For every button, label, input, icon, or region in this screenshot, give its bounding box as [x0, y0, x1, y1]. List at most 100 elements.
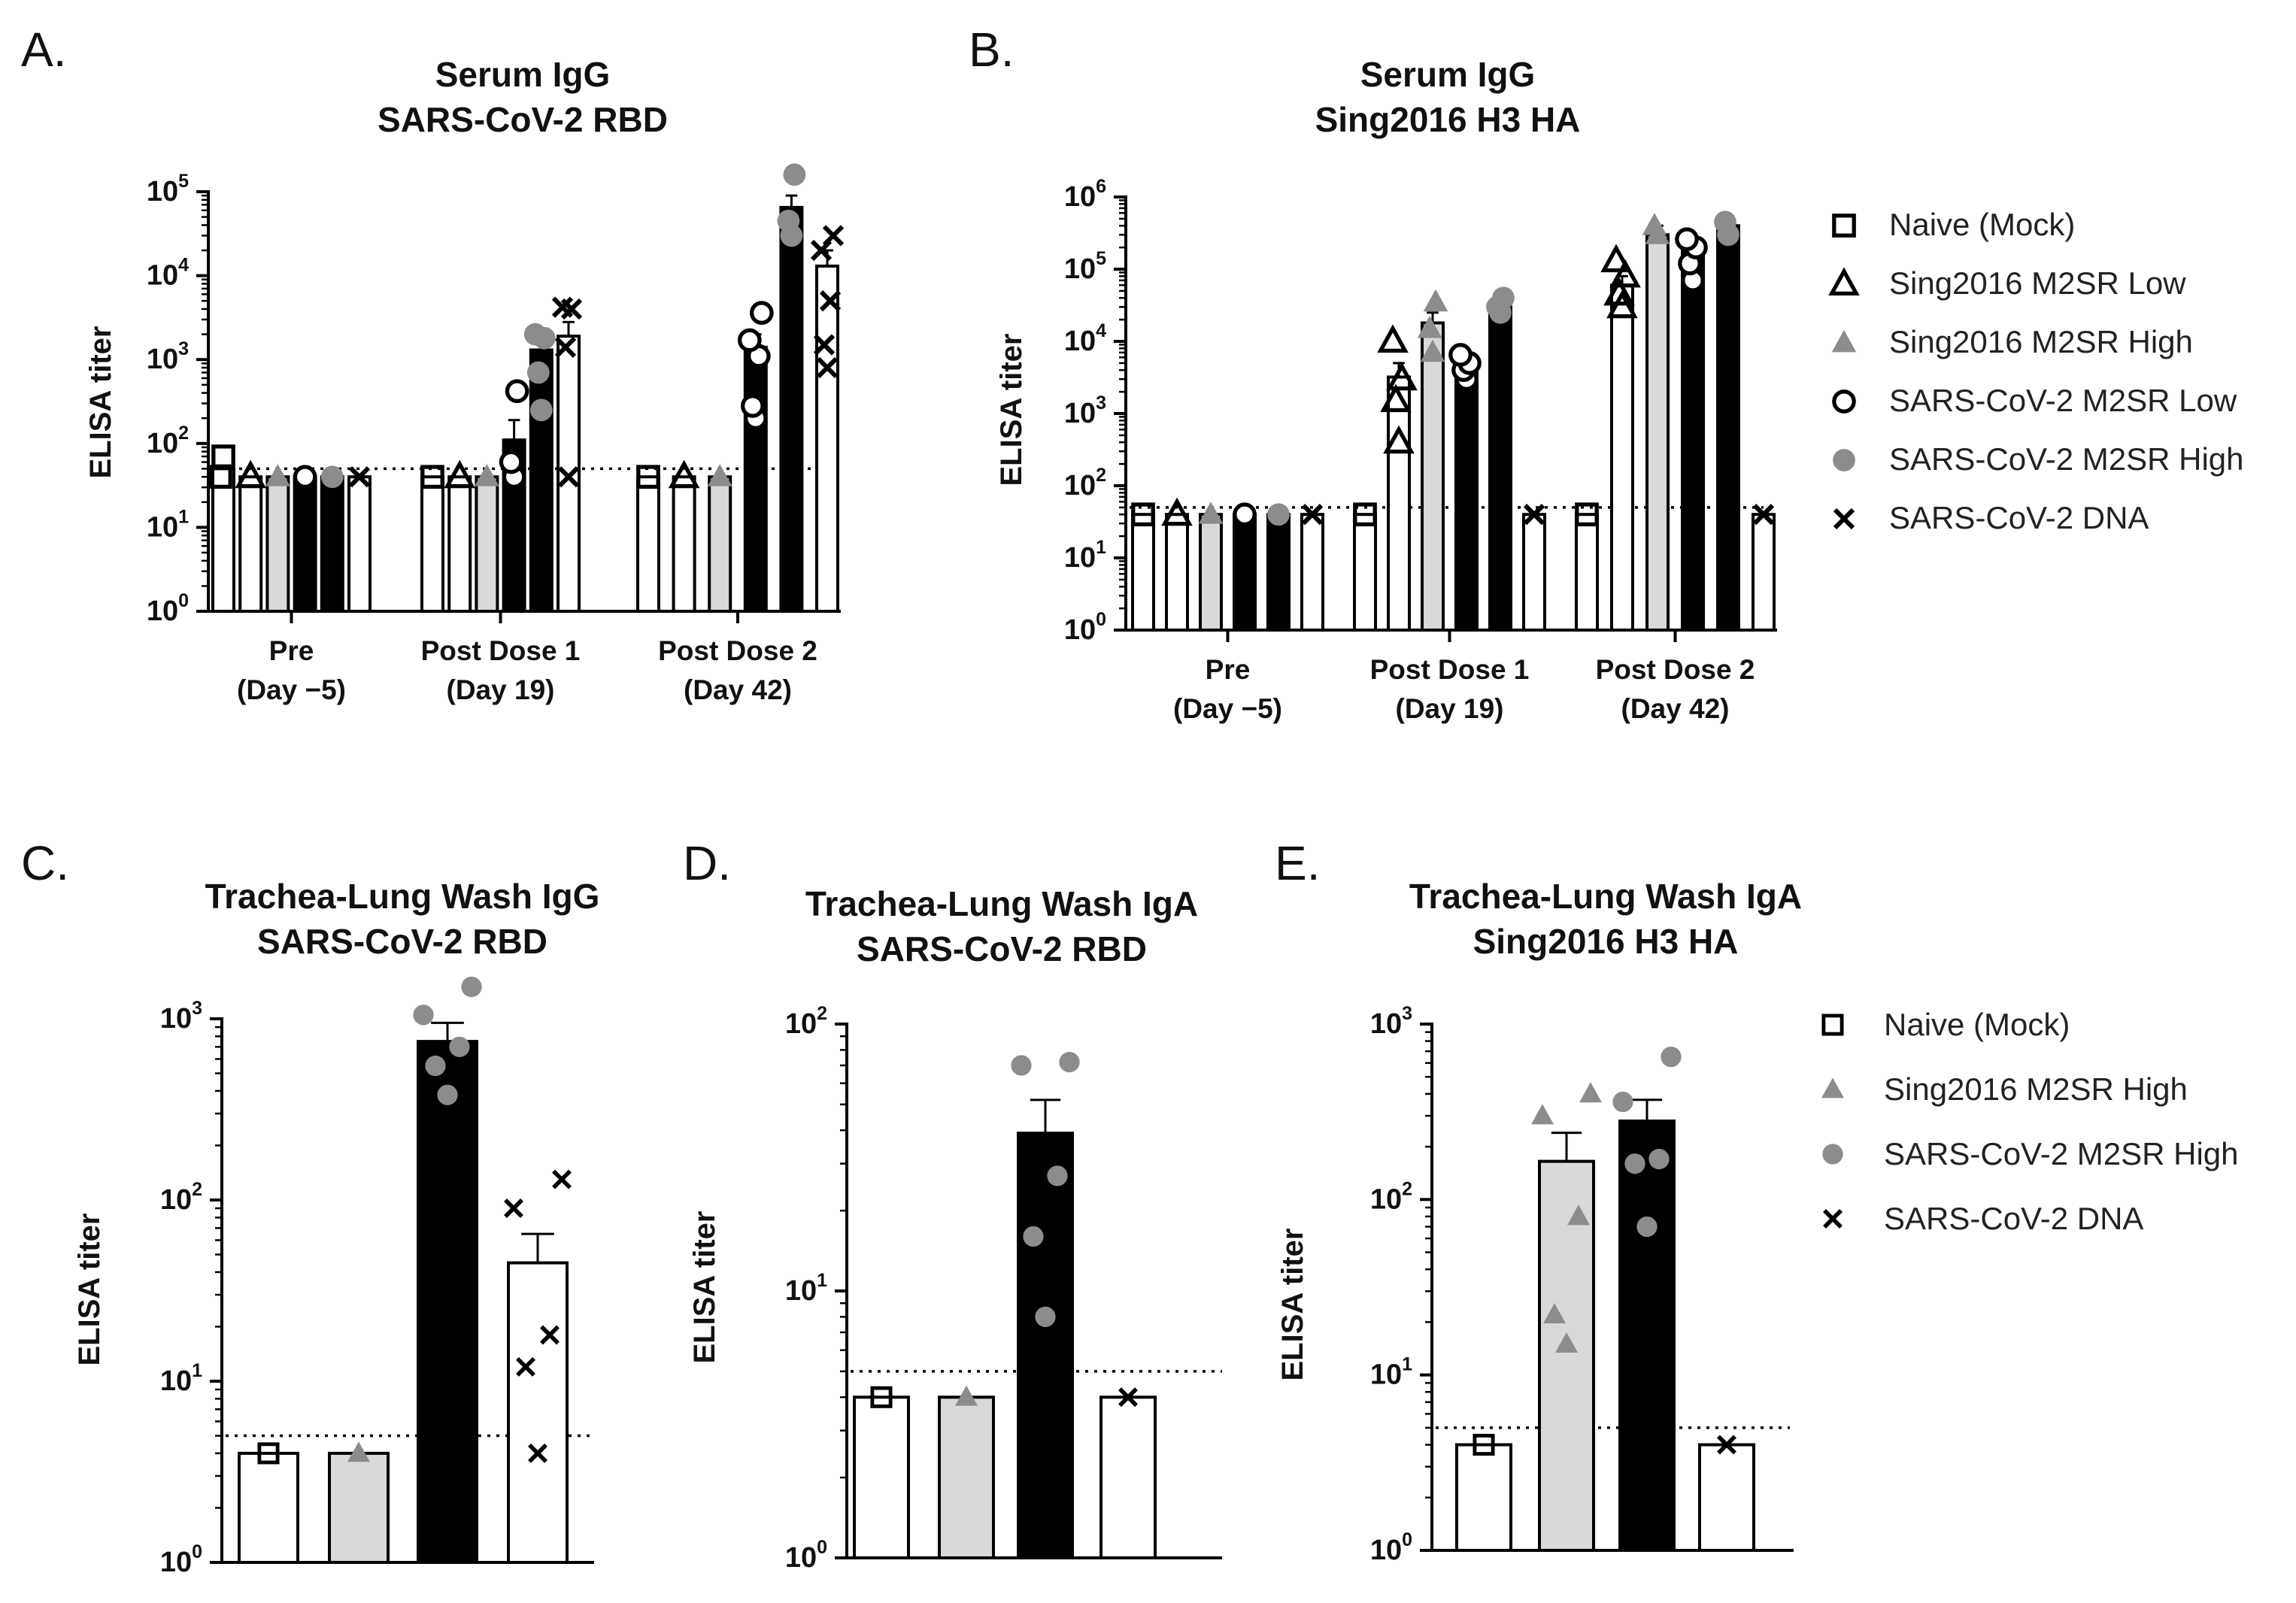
legend-marker-square-icon — [1821, 1014, 1844, 1036]
x-category-label: (Day 19) — [1396, 693, 1504, 724]
bar — [853, 1395, 910, 1559]
legend-marker-triangle-gray-icon — [1821, 1077, 1844, 1098]
data-point — [437, 1084, 458, 1105]
data-point — [1600, 244, 1632, 273]
bar — [1199, 513, 1223, 632]
y-tick-label: 104 — [147, 255, 189, 292]
bar — [529, 348, 554, 613]
panel-c-letter: C. — [21, 836, 69, 890]
legend-top-item: SARS-CoV-2 M2SR High — [1833, 441, 2244, 477]
data-point — [707, 464, 732, 486]
bar — [779, 205, 804, 614]
data-point — [668, 459, 700, 489]
bar — [708, 475, 732, 613]
bar — [347, 475, 372, 613]
bar — [211, 467, 235, 614]
bar — [238, 475, 263, 613]
y-tick-label: 102 — [160, 1179, 202, 1216]
x-category-label: (Day −5) — [1173, 693, 1282, 724]
data-point — [413, 1005, 434, 1026]
bar — [1300, 513, 1324, 632]
y-tick-label: 102 — [1370, 1178, 1412, 1215]
legend-marker-circle-gray-icon — [1833, 449, 1855, 471]
data-point — [1380, 383, 1412, 413]
y-tick-label: 100 — [1064, 609, 1106, 646]
data-point — [1198, 502, 1224, 524]
bar — [1645, 233, 1670, 632]
data-point — [540, 1325, 560, 1345]
bar — [1455, 1443, 1512, 1552]
data-point — [1752, 504, 1775, 526]
panel-a-y-axis-label: ELISA titer — [84, 326, 117, 479]
panel-d-letter: D. — [683, 836, 731, 890]
legend-top-item: SARS-CoV-2 DNA — [1833, 500, 2149, 535]
y-tick-label: 100 — [785, 1537, 827, 1574]
bar — [1353, 513, 1377, 632]
data-point — [1383, 425, 1415, 454]
legend-marker — [1828, 267, 1860, 296]
legend-bottom-item: Naive (Mock) — [1821, 1007, 2070, 1042]
data-point — [461, 976, 482, 998]
data-point — [1448, 343, 1473, 367]
data-point — [523, 323, 547, 346]
legend-marker-square-icon — [1832, 214, 1856, 238]
y-tick-label: 104 — [1064, 320, 1106, 357]
data-point — [1531, 1104, 1554, 1125]
data-point — [1661, 1047, 1682, 1068]
legend-top-label: SARS-CoV-2 M2SR High — [1889, 441, 2244, 477]
x-category-label: Post Dose 1 — [421, 635, 581, 666]
bar — [320, 475, 344, 613]
bar — [743, 345, 768, 613]
x-category-label: (Day 42) — [684, 674, 792, 705]
panel-c-title-line2: SARS-CoV-2 RBD — [257, 922, 547, 961]
legend-bottom-label: Naive (Mock) — [1884, 1007, 2070, 1042]
y-tick-label: 103 — [160, 998, 202, 1035]
legend-top-item: Sing2016 M2SR Low — [1828, 265, 2186, 301]
panel-b: B. Serum IgG Sing2016 H3 HA ELISA titer … — [969, 23, 1777, 724]
y-tick-label: 105 — [147, 171, 189, 208]
legend-marker-circle-gray-icon — [1822, 1144, 1843, 1165]
bar — [636, 475, 660, 613]
bar — [417, 1040, 478, 1564]
data-point — [211, 444, 235, 468]
data-point — [1642, 213, 1667, 235]
legend-top-label: SARS-CoV-2 DNA — [1889, 500, 2149, 535]
data-point — [813, 334, 836, 356]
y-tick-label: 100 — [147, 590, 189, 627]
legend-top-item: Naive (Mock) — [1832, 207, 2075, 242]
data-point — [235, 459, 266, 489]
data-point — [816, 356, 839, 379]
data-point — [1555, 1332, 1578, 1353]
data-point — [1492, 286, 1515, 310]
y-tick-label: 102 — [785, 1003, 827, 1040]
bar — [1538, 1159, 1595, 1552]
bar — [1575, 513, 1599, 632]
bar — [1618, 1119, 1676, 1552]
bar — [1387, 375, 1411, 632]
panel-c-title-line1: Trachea-Lung Wash IgG — [205, 877, 600, 916]
bar — [475, 475, 499, 613]
data-point — [554, 336, 577, 359]
data-point — [1609, 259, 1641, 288]
data-point — [257, 1442, 280, 1465]
data-point — [1543, 1303, 1566, 1324]
y-tick-label: 105 — [1064, 248, 1106, 285]
data-point — [529, 398, 553, 422]
data-point — [1423, 289, 1448, 312]
data-point — [777, 209, 800, 232]
data-point — [783, 163, 806, 186]
y-tick-label: 101 — [147, 506, 189, 543]
panel-e-y-axis-label: ELISA titer — [1276, 1229, 1309, 1381]
data-point — [1523, 504, 1545, 526]
data-point — [1714, 211, 1736, 234]
data-point — [955, 1385, 978, 1406]
bar — [1681, 246, 1705, 632]
data-point — [1386, 362, 1418, 391]
bar — [447, 475, 472, 613]
legend-marker — [1823, 1209, 1843, 1229]
data-point — [516, 1356, 535, 1377]
data-point — [1603, 277, 1635, 306]
x-category-label: (Day −5) — [237, 674, 346, 705]
legend-marker — [1832, 389, 1856, 414]
